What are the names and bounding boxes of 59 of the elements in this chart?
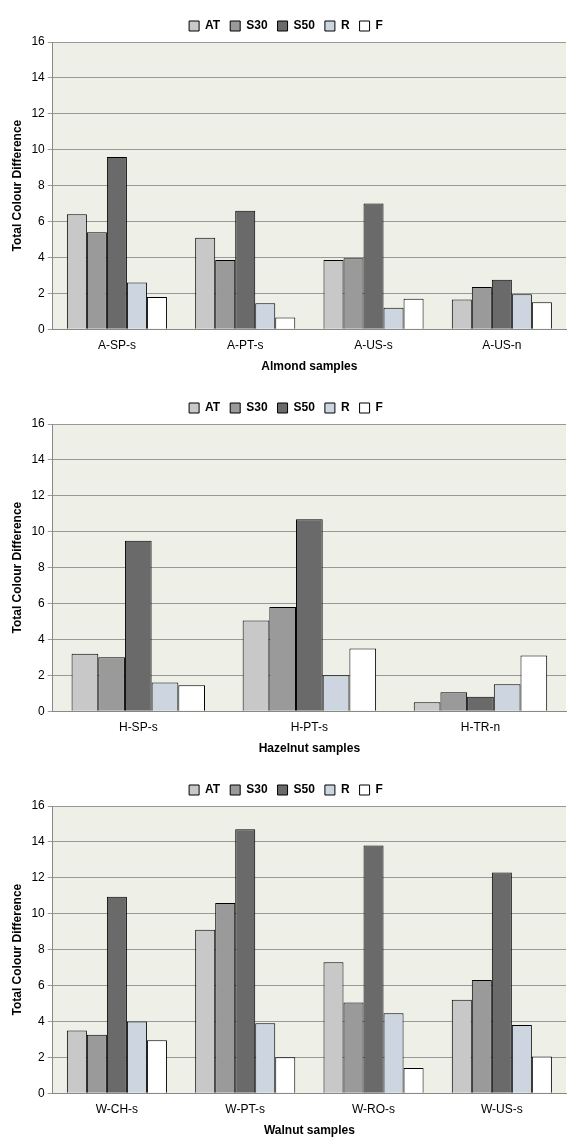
y-tick-label: 2 [38, 285, 46, 300]
x-axis-title: Hazelnut samples [258, 741, 361, 756]
y-tick-label: 6 [38, 595, 46, 610]
x-tick-label: A-US-s [354, 337, 393, 352]
legend-label: AT [205, 400, 221, 415]
x-tick-label: H-TR-n [460, 719, 501, 734]
legend-label: AT [205, 782, 221, 797]
legend-label: F [375, 782, 383, 797]
x-tick-label: H-SP-s [118, 719, 158, 734]
legend-label: S30 [246, 782, 268, 797]
y-tick-label: 10 [31, 524, 46, 539]
y-tick-label: 2 [38, 1049, 46, 1064]
legend-label: S50 [293, 400, 316, 415]
y-tick-label: 0 [38, 321, 46, 336]
legend-label: F [375, 18, 383, 33]
x-tick-label: H-PT-s [290, 719, 329, 734]
x-tick-label: W-PT-s [225, 1101, 266, 1116]
y-tick-label: 10 [31, 906, 46, 921]
y-tick-label: 2 [38, 667, 46, 682]
y-tick-label: 4 [38, 249, 46, 264]
legend-label: S30 [246, 400, 268, 415]
x-tick-label: A-US-n [482, 337, 522, 352]
x-tick-label: W-US-s [480, 1101, 523, 1116]
y-tick-label: 4 [38, 631, 46, 646]
legend-label: R [340, 18, 350, 33]
y-tick-label: 6 [38, 977, 46, 992]
x-tick-label: W-CH-s [95, 1101, 139, 1116]
y-tick-label: 14 [31, 452, 46, 467]
y-tick-label: 6 [38, 213, 46, 228]
y-tick-label: 16 [31, 416, 46, 431]
x-axis-title: Almond samples [261, 359, 358, 374]
y-axis-title: Total Colour Difference [9, 119, 24, 252]
x-tick-label: A-SP-s [97, 337, 136, 352]
y-tick-label: 8 [38, 177, 46, 192]
y-tick-label: 16 [31, 798, 46, 813]
y-tick-label: 12 [31, 106, 46, 121]
legend-label: S30 [246, 18, 268, 33]
legend-label: AT [205, 18, 221, 33]
y-tick-label: 12 [31, 870, 46, 885]
y-tick-label: 8 [38, 559, 46, 574]
x-tick-label: A-PT-s [226, 337, 264, 352]
x-axis-title: Walnut samples [263, 1123, 356, 1138]
y-tick-label: 14 [31, 834, 46, 849]
y-tick-label: 0 [38, 1085, 46, 1100]
y-tick-label: 14 [31, 70, 46, 85]
legend-label: S50 [293, 18, 316, 33]
legend-label: R [340, 782, 350, 797]
y-axis-title: Total Colour Difference [9, 883, 24, 1016]
legend-label: F [375, 400, 383, 415]
y-tick-label: 8 [38, 941, 46, 956]
y-axis-title: Total Colour Difference [9, 501, 24, 634]
y-tick-label: 16 [31, 34, 46, 49]
y-tick-label: 4 [38, 1013, 46, 1028]
legend-label: R [340, 400, 350, 415]
y-tick-label: 10 [31, 142, 46, 157]
x-tick-label: W-RO-s [351, 1101, 396, 1116]
legend-label: S50 [293, 782, 316, 797]
y-tick-label: 0 [38, 703, 46, 718]
y-tick-label: 12 [31, 488, 46, 503]
